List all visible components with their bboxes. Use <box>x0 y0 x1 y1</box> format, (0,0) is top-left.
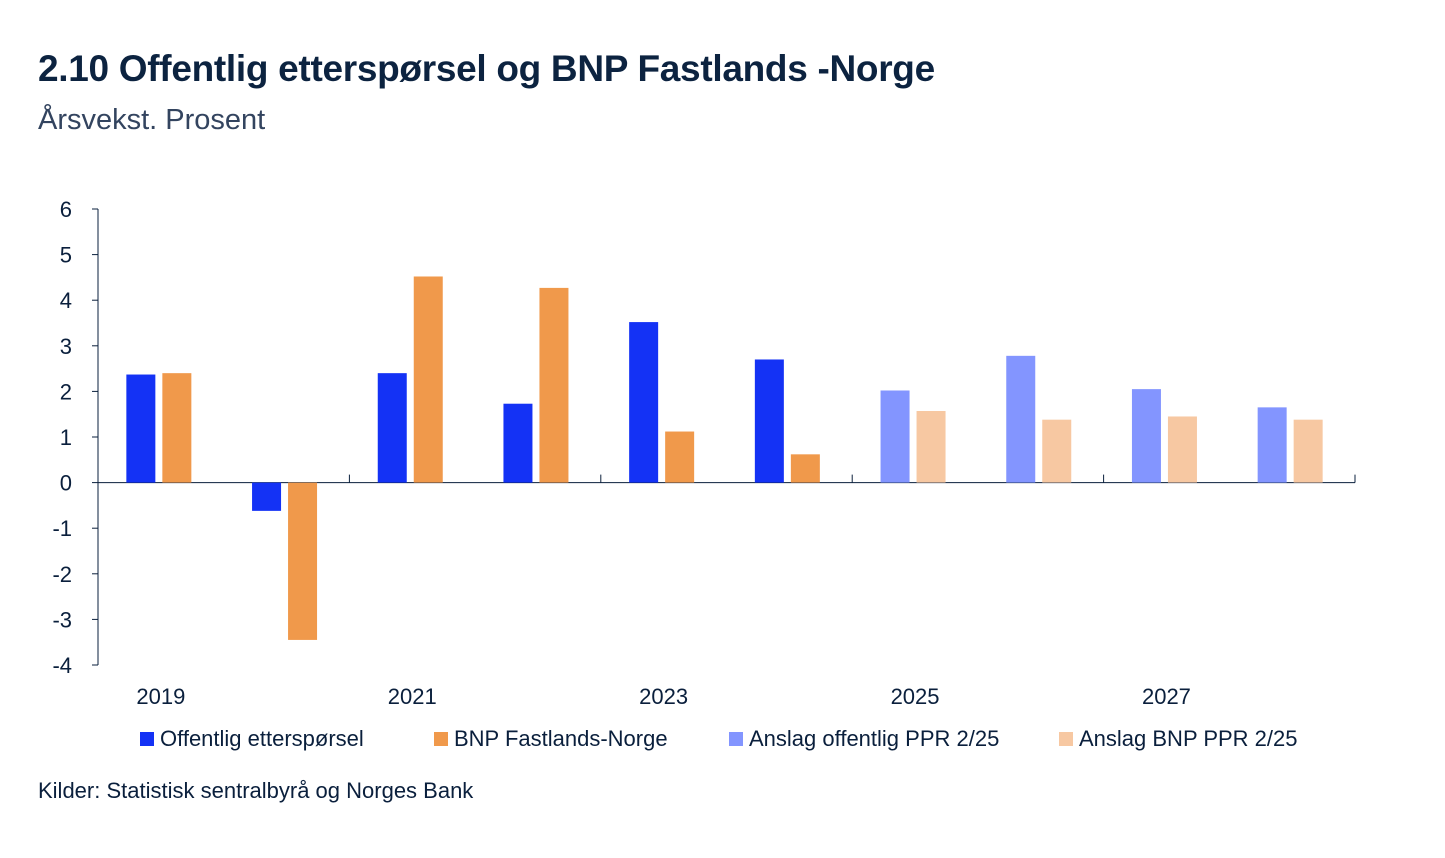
x-tick-label: 2023 <box>639 684 688 709</box>
legend-swatch-anslag-bnp <box>1059 732 1073 746</box>
bar-anslag-bnp-ppr-2-25-2025 <box>916 411 946 483</box>
bar-offentlig-ettersp-rsel-2024 <box>754 359 784 483</box>
x-tick-label: 2025 <box>891 684 940 709</box>
x-tick-label: 2019 <box>136 684 185 709</box>
source-note: Kilder: Statistisk sentralbyrå og Norges… <box>38 778 474 803</box>
chart-subtitle: Årsvekst. Prosent <box>38 104 266 136</box>
bar-anslag-offentlig-ppr-2-25-2026 <box>1006 355 1036 483</box>
bar-bnp-fastlands-norge-2019 <box>162 373 192 483</box>
legend-swatch-bnp <box>434 732 448 746</box>
y-tick-label: 6 <box>60 197 72 222</box>
bar-offentlig-ettersp-rsel-2021 <box>377 373 407 483</box>
bar-offentlig-ettersp-rsel-2019 <box>126 374 156 483</box>
legend-item-anslag-offentlig: Anslag offentlig PPR 2/25 <box>729 726 1059 752</box>
bar-offentlig-ettersp-rsel-2023 <box>629 322 659 483</box>
bar-anslag-bnp-ppr-2-25-2026 <box>1042 419 1072 483</box>
bar-offentlig-ettersp-rsel-2022 <box>503 403 533 483</box>
bar-bnp-fastlands-norge-2024 <box>790 454 820 483</box>
chart-title: 2.10 Offentlig etterspørsel og BNP Fastl… <box>38 48 935 89</box>
legend-swatch-anslag-offentlig <box>729 732 743 746</box>
legend-label-offentlig: Offentlig etterspørsel <box>160 726 364 751</box>
y-tick-label: -4 <box>52 653 72 678</box>
y-tick-label: -2 <box>52 562 72 587</box>
y-tick-label: 0 <box>60 471 72 496</box>
bar-bnp-fastlands-norge-2022 <box>539 287 569 483</box>
legend-item-anslag-bnp: Anslag BNP PPR 2/25 <box>1059 726 1298 752</box>
legend-swatch-offentlig <box>140 732 154 746</box>
legend-item-offentlig: Offentlig etterspørsel <box>140 726 434 752</box>
bar-anslag-bnp-ppr-2-25-2027 <box>1167 416 1197 483</box>
x-tick-label: 2027 <box>1142 684 1191 709</box>
y-tick-label: -3 <box>52 607 72 632</box>
bar-bnp-fastlands-norge-2023 <box>665 431 695 483</box>
y-tick-label: 2 <box>60 379 72 404</box>
bar-anslag-offentlig-ppr-2-25-2027 <box>1131 389 1161 483</box>
x-tick-label: 2021 <box>388 684 437 709</box>
y-tick-label: 1 <box>60 425 72 450</box>
y-tick-label: 4 <box>60 288 72 313</box>
legend-item-bnp: BNP Fastlands-Norge <box>434 726 729 752</box>
bar-anslag-offentlig-ppr-2-25-2025 <box>880 390 910 483</box>
y-tick-label: 3 <box>60 334 72 359</box>
bar-bnp-fastlands-norge-2020 <box>288 482 318 640</box>
legend: Offentlig etterspørsel BNP Fastlands-Nor… <box>140 726 1298 752</box>
legend-label-bnp: BNP Fastlands-Norge <box>454 726 668 751</box>
legend-label-anslag-offentlig: Anslag offentlig PPR 2/25 <box>749 726 1000 751</box>
y-tick-label: 5 <box>60 243 72 268</box>
bar-offentlig-ettersp-rsel-2020 <box>252 482 282 511</box>
y-tick-label: -1 <box>52 516 72 541</box>
legend-label-anslag-bnp: Anslag BNP PPR 2/25 <box>1079 726 1298 751</box>
bar-bnp-fastlands-norge-2021 <box>413 276 443 483</box>
bar-anslag-bnp-ppr-2-25-2028 <box>1293 419 1323 483</box>
bar-anslag-offentlig-ppr-2-25-2028 <box>1257 407 1287 483</box>
